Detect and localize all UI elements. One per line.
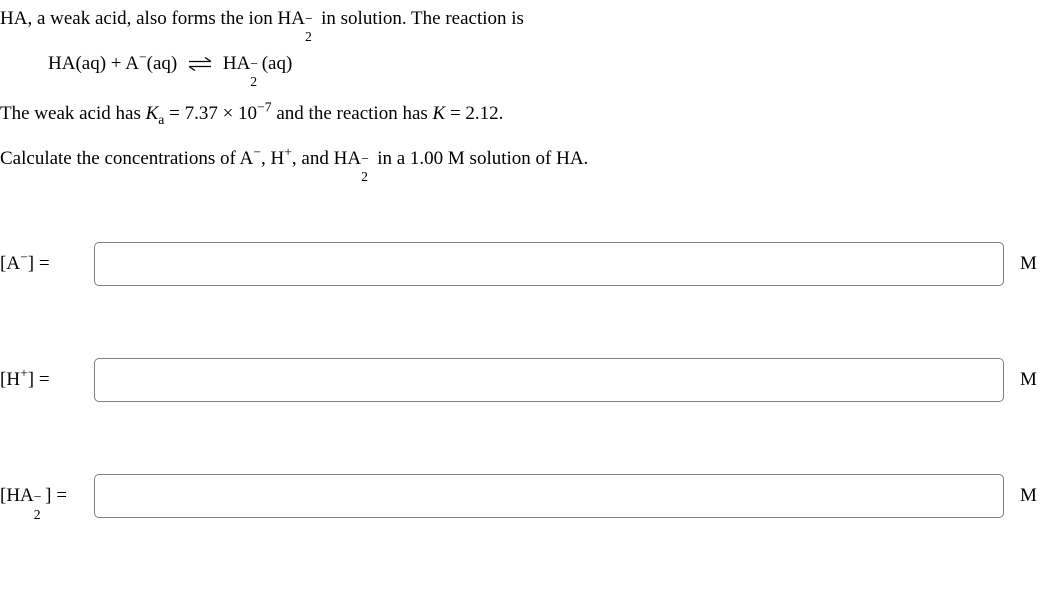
intro-text-post: in solution. The reaction is bbox=[316, 8, 524, 29]
label-a-minus-pre: [A bbox=[0, 253, 20, 274]
question-line: Calculate the concentrations of A−, H+, … bbox=[0, 146, 1051, 173]
line3-sup1: − bbox=[253, 144, 261, 159]
answer-row-a-minus: [A−] = M bbox=[0, 242, 1051, 286]
line2-val: 7.37 × 10 bbox=[185, 103, 257, 124]
eq-lhs2-sup: − bbox=[139, 49, 147, 64]
line2-kval: 2.12. bbox=[465, 103, 503, 124]
label-h-plus-pre: [H bbox=[0, 369, 20, 390]
input-h-plus[interactable] bbox=[94, 358, 1004, 402]
answer-row-h-plus: [H+] = M bbox=[0, 358, 1051, 402]
line2-eq2: = bbox=[445, 103, 465, 124]
k-symbol: K bbox=[433, 103, 446, 124]
line2-eq: = bbox=[164, 103, 184, 124]
constants-line: The weak acid has Ka = 7.37 × 10−7 and t… bbox=[0, 101, 1051, 128]
label-a-minus-post: ] = bbox=[28, 253, 50, 274]
line3-mid1: , H bbox=[261, 148, 284, 169]
label-ha2: [HA−2] = bbox=[0, 485, 88, 507]
label-ha2-pre: [HA bbox=[0, 485, 34, 506]
intro-text-pre: HA, a weak acid, also forms the ion HA bbox=[0, 8, 305, 29]
eq-plus: + bbox=[106, 53, 125, 74]
unit-ha2: M bbox=[1020, 485, 1037, 507]
label-ha2-post: ] = bbox=[45, 485, 67, 506]
equilibrium-arrows-icon bbox=[187, 55, 214, 74]
eq-lhs2-base: A bbox=[125, 53, 139, 74]
answer-section: [A−] = M [H+] = M [HA−2] = M bbox=[0, 242, 1051, 518]
eq-rhs-tail: (aq) bbox=[262, 53, 293, 74]
line2-pre: The weak acid has bbox=[0, 103, 146, 124]
line3-post: in a 1.00 M solution of HA. bbox=[372, 148, 588, 169]
label-h-plus: [H+] = bbox=[0, 369, 88, 391]
intro-line: HA, a weak acid, also forms the ion HA−2… bbox=[0, 6, 1051, 33]
ka-symbol: K bbox=[146, 103, 159, 124]
line3-sup2: + bbox=[284, 144, 292, 159]
unit-h-plus: M bbox=[1020, 369, 1037, 391]
line3-pre: Calculate the concentrations of A bbox=[0, 148, 253, 169]
eq-rhs-base: HA bbox=[223, 53, 250, 74]
eq-lhs2-tail: (aq) bbox=[147, 53, 178, 74]
label-h-plus-post: ] = bbox=[28, 369, 50, 390]
label-a-minus-sup: − bbox=[20, 250, 28, 265]
reaction-equation: HA(aq) + A−(aq) HA−2(aq) bbox=[48, 51, 1051, 78]
input-ha2[interactable] bbox=[94, 474, 1004, 518]
label-h-plus-sup: + bbox=[20, 366, 28, 381]
answer-row-ha2: [HA−2] = M bbox=[0, 474, 1051, 518]
problem-statement: HA, a weak acid, also forms the ion HA − 2… bbox=[0, 6, 1051, 172]
input-a-minus[interactable] bbox=[94, 242, 1004, 286]
label-a-minus: [A−] = bbox=[0, 253, 88, 275]
eq-lhs1: HA(aq) bbox=[48, 53, 106, 74]
line3-mid2: , and HA bbox=[292, 148, 361, 169]
line2-mid: and the reaction has bbox=[272, 103, 433, 124]
line2-exp: −7 bbox=[257, 100, 272, 115]
unit-a-minus: M bbox=[1020, 253, 1037, 275]
